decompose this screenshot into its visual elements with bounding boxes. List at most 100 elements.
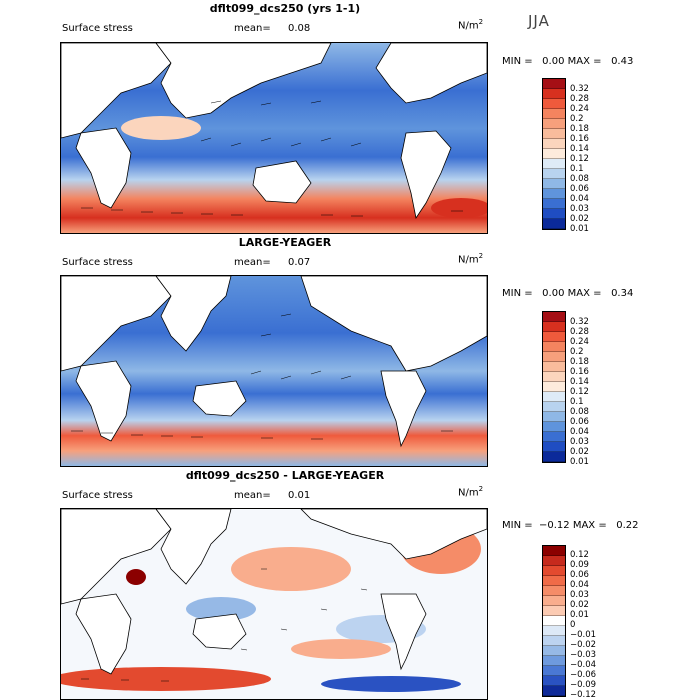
colorbar-swatch [543, 159, 565, 169]
colorbar-swatch [543, 99, 565, 109]
colorbar-label: 0.2 [570, 347, 584, 357]
colorbar-swatch [543, 566, 565, 576]
panel3-mean-label: mean= [234, 490, 271, 501]
colorbar-swatch [543, 332, 565, 342]
anomaly-negative [321, 676, 461, 692]
colorbar-swatch [543, 586, 565, 596]
colorbar-swatch [543, 189, 565, 199]
colorbar-swatch [543, 676, 565, 686]
panel3-field-label: Surface stress [62, 490, 133, 501]
colorbar-label: 0.03 [570, 204, 589, 214]
panel3-units: N/m2 [458, 485, 484, 499]
continents [61, 43, 487, 220]
colorbar-swatch [543, 372, 565, 382]
panel2-title: LARGE-YEAGER [238, 236, 332, 249]
colorbar-swatch [543, 442, 565, 452]
colorbar-label: 0.01 [570, 224, 589, 234]
colorbar-label: −0.04 [570, 660, 597, 670]
colorbar-label: 0.08 [570, 407, 589, 417]
panel1-mean-value: 0.08 [288, 23, 311, 34]
colorbar-label: 0.2 [570, 114, 584, 124]
colorbar-swatch [543, 219, 565, 229]
colorbar-swatch [543, 199, 565, 209]
colorbar-label: 0.08 [570, 174, 589, 184]
colorbar-label: 0.02 [570, 447, 589, 457]
colorbar-swatch [543, 666, 565, 676]
anomaly-negative [186, 597, 256, 621]
north-america [300, 276, 487, 372]
colorbar-label: 0.16 [570, 134, 589, 144]
panel2-minmax: MIN = 0.00 MAX = 0.34 [502, 288, 634, 299]
stress-vectors [81, 568, 368, 682]
colorbar-label: 0.32 [570, 84, 589, 94]
north-america [300, 509, 487, 560]
australia [192, 613, 247, 650]
season-label: JJA [528, 12, 550, 30]
colorbar-label: −0.01 [570, 630, 597, 640]
panel1-colorbar-labels: 0.32 0.28 0.24 0.2 0.18 0.16 0.14 0.12 0… [570, 84, 589, 234]
colorbar-label: 0.06 [570, 417, 589, 427]
panel2-colorbar [542, 311, 566, 463]
panel1-colorbar [542, 78, 566, 230]
anomaly-positive [291, 639, 391, 659]
colorbar-swatch [543, 169, 565, 179]
colorbar-swatch [543, 119, 565, 129]
continents [61, 276, 487, 448]
colorbar-swatch [543, 79, 565, 89]
panel2-mean-value: 0.07 [288, 257, 311, 268]
panel1-minmax: MIN = 0.00 MAX = 0.43 [502, 56, 634, 67]
panel1-field-label: Surface stress [62, 23, 133, 34]
colorbar-swatch [543, 646, 565, 656]
anomaly-positive [231, 547, 351, 591]
colorbar-label: 0.06 [570, 184, 589, 194]
colorbar-swatch [543, 616, 565, 626]
colorbar-label: 0.32 [570, 317, 589, 327]
south-america [400, 130, 452, 220]
colorbar-label: 0.14 [570, 144, 589, 154]
colorbar-swatch [543, 556, 565, 566]
colorbar-swatch [543, 636, 565, 646]
colorbar-swatch [543, 402, 565, 412]
africa [75, 593, 132, 675]
colorbar-label: 0.09 [570, 560, 589, 570]
panel2-field-label: Surface stress [62, 257, 133, 268]
colorbar-label: 0.18 [570, 124, 589, 134]
colorbar-swatch [543, 596, 565, 606]
colorbar-swatch [543, 382, 565, 392]
colorbar-label: 0.01 [570, 457, 589, 467]
panel3-minmax: MIN = −0.12 MAX = 0.22 [502, 520, 639, 531]
colorbar-swatch [543, 626, 565, 636]
colorbar-label: 0.03 [570, 437, 589, 447]
colorbar-label: 0.28 [570, 94, 589, 104]
panel1-units: N/m2 [458, 18, 484, 32]
colorbar-label: 0.12 [570, 154, 589, 164]
colorbar-label: 0.18 [570, 357, 589, 367]
colorbar-swatch [543, 576, 565, 586]
colorbar-label: 0.28 [570, 327, 589, 337]
africa [75, 127, 132, 209]
colorbar-label: 0.02 [570, 600, 589, 610]
colorbar-swatch [543, 546, 565, 556]
stress-vectors [81, 100, 463, 217]
eurasia-east [155, 509, 232, 585]
colorbar-label: −0.06 [570, 670, 597, 680]
panel2-colorbar-labels: 0.32 0.28 0.24 0.2 0.18 0.16 0.14 0.12 0… [570, 317, 589, 467]
panel3-title: dflt099_dcs250 - LARGE-YEAGER [185, 469, 385, 482]
colorbar-label: −0.03 [570, 650, 597, 660]
south-america [380, 370, 427, 448]
colorbar-label: 0.04 [570, 580, 589, 590]
panel3-map-svg [61, 509, 487, 699]
colorbar-label: 0.06 [570, 570, 589, 580]
colorbar-swatch [543, 149, 565, 159]
colorbar-label: 0.14 [570, 377, 589, 387]
panel2-map-svg [61, 276, 487, 466]
colorbar-swatch [543, 606, 565, 616]
colorbar-swatch [543, 656, 565, 666]
colorbar-swatch [543, 432, 565, 442]
panel1-mean-label: mean= [234, 23, 271, 34]
hotspot [121, 116, 201, 140]
eurasia-east [155, 276, 232, 352]
colorbar-label: 0.24 [570, 337, 589, 347]
panel3-mean-value: 0.01 [288, 490, 311, 501]
colorbar-label: 0.16 [570, 367, 589, 377]
